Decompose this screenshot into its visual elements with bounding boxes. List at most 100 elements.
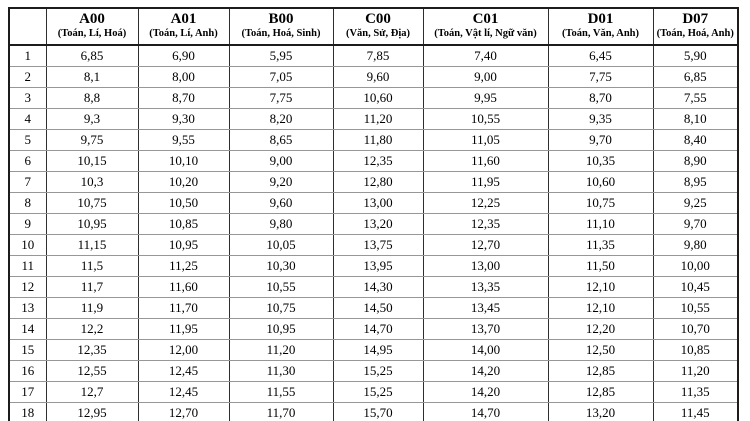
score-cell: 12,45 [137, 380, 230, 403]
row-number: 12 [8, 275, 47, 298]
score-cell: 13,35 [422, 275, 549, 298]
column-subjects: (Toán, Hoá, Sinh) [241, 28, 321, 40]
score-cell: 12,50 [547, 338, 654, 361]
score-cell: 8,70 [547, 86, 654, 109]
score-cell: 12,85 [547, 380, 654, 403]
score-cell: 11,7 [45, 275, 139, 298]
score-cell: 10,85 [137, 212, 230, 235]
score-cell: 9,80 [228, 212, 334, 235]
score-cell: 12,55 [45, 359, 139, 382]
score-cell: 9,60 [228, 191, 334, 214]
table-row: 15 12,35 12,00 11,20 14,95 14,00 12,50 10,85 [8, 338, 739, 361]
score-cell: 11,35 [547, 233, 654, 256]
row-number: 7 [8, 170, 47, 193]
score-cell: 10,55 [652, 296, 739, 319]
table-row: 6 10,15 10,10 9,00 12,35 11,60 10,35 8,90 [8, 149, 739, 172]
score-cell: 7,85 [332, 44, 424, 67]
score-cell: 12,35 [422, 212, 549, 235]
score-cell: 10,10 [137, 149, 230, 172]
score-cell: 7,05 [228, 65, 334, 88]
score-cell: 8,95 [652, 170, 739, 193]
score-cell: 5,90 [652, 44, 739, 67]
score-cell: 13,20 [332, 212, 424, 235]
score-cell: 11,20 [332, 107, 424, 130]
row-number: 5 [8, 128, 47, 151]
score-cell: 7,75 [228, 86, 334, 109]
row-number: 4 [8, 107, 47, 130]
table-row: 11 11,5 11,25 10,30 13,95 13,00 11,50 10,00 [8, 254, 739, 277]
score-cell: 10,15 [45, 149, 139, 172]
score-cell: 11,05 [422, 128, 549, 151]
score-cell: 8,8 [45, 86, 139, 109]
column-code: A01 [170, 11, 197, 27]
score-cell: 14,20 [422, 380, 549, 403]
score-cell: 9,95 [422, 86, 549, 109]
column-header-c00: C00 (Văn, Sử, Địa) [332, 8, 424, 46]
table-row: 4 9,3 9,30 8,20 11,20 10,55 9,35 8,10 [8, 107, 739, 130]
score-cell: 11,9 [45, 296, 139, 319]
score-cell: 11,25 [137, 254, 230, 277]
score-cell: 10,3 [45, 170, 139, 193]
score-cell: 15,70 [332, 401, 424, 421]
score-cell: 14,30 [332, 275, 424, 298]
score-cell: 15,25 [332, 380, 424, 403]
score-cell: 11,20 [228, 338, 334, 361]
score-cell: 7,40 [422, 44, 549, 67]
score-cell: 12,45 [137, 359, 230, 382]
score-cell: 12,70 [422, 233, 549, 256]
score-cell: 11,10 [547, 212, 654, 235]
score-cell: 9,60 [332, 65, 424, 88]
score-cell: 11,5 [45, 254, 139, 277]
column-code: B00 [268, 11, 294, 27]
score-cell: 6,90 [137, 44, 230, 67]
score-cell: 13,00 [422, 254, 549, 277]
header-row: A00 (Toán, Lí, Hoá) A01 (Toán, Lí, Anh) B00(… [8, 8, 739, 46]
score-cell: 13,00 [332, 191, 424, 214]
score-cell: 10,75 [45, 191, 139, 214]
score-cell: 12,10 [547, 296, 654, 319]
row-number: 13 [8, 296, 47, 319]
score-cell: 10,55 [422, 107, 549, 130]
score-cell: 10,70 [652, 317, 739, 340]
score-cell: 13,70 [422, 317, 549, 340]
table-row: 1 6,85 6,90 5,95 7,85 7,40 6,45 5,90 [8, 44, 739, 67]
score-cell: 13,95 [332, 254, 424, 277]
score-cell: 11,60 [422, 149, 549, 172]
score-cell: 11,50 [547, 254, 654, 277]
column-subjects: (Toán, Hoá, Anh) [656, 28, 734, 40]
row-number: 16 [8, 359, 47, 382]
column-code: C00 [365, 11, 391, 27]
score-cell: 12,70 [137, 401, 230, 421]
column-subjects: (Toán, Văn, Anh) [561, 28, 640, 40]
column-subjects: (Toán, Lí, Hoá) [57, 28, 127, 40]
column-code: A00 [79, 11, 105, 27]
score-cell: 13,75 [332, 233, 424, 256]
score-cell: 9,3 [45, 107, 139, 130]
score-cell: 6,85 [652, 65, 739, 88]
score-cell: 10,50 [137, 191, 230, 214]
score-cell: 11,30 [228, 359, 334, 382]
table-row: 17 12,7 12,45 11,55 15,25 14,20 12,85 11,35 [8, 380, 739, 403]
score-cell: 11,20 [652, 359, 739, 382]
score-cell: 9,70 [652, 212, 739, 235]
score-cell: 12,80 [332, 170, 424, 193]
score-cell: 9,55 [137, 128, 230, 151]
score-cell: 7,75 [547, 65, 654, 88]
row-number: 18 [8, 401, 47, 421]
score-cell: 10,60 [332, 86, 424, 109]
table-row: 7 10,3 10,20 9,20 12,80 11,95 10,60 8,95 [8, 170, 739, 193]
score-cell: 13,20 [547, 401, 654, 421]
score-cell: 11,95 [137, 317, 230, 340]
column-header-a00: A00 (Toán, Lí, Hoá) [45, 8, 139, 46]
score-cell: 10,75 [228, 296, 334, 319]
score-cell: 12,7 [45, 380, 139, 403]
score-cell: 10,35 [547, 149, 654, 172]
row-number: 11 [8, 254, 47, 277]
column-code: D07 [682, 11, 709, 27]
table-row: 5 9,75 9,55 8,65 11,80 11,05 9,70 8,40 [8, 128, 739, 151]
score-cell: 10,55 [228, 275, 334, 298]
column-code: D01 [587, 11, 614, 27]
score-cell: 9,25 [652, 191, 739, 214]
column-subjects: (Toán, Lí, Anh) [149, 28, 218, 40]
score-cell: 13,45 [422, 296, 549, 319]
